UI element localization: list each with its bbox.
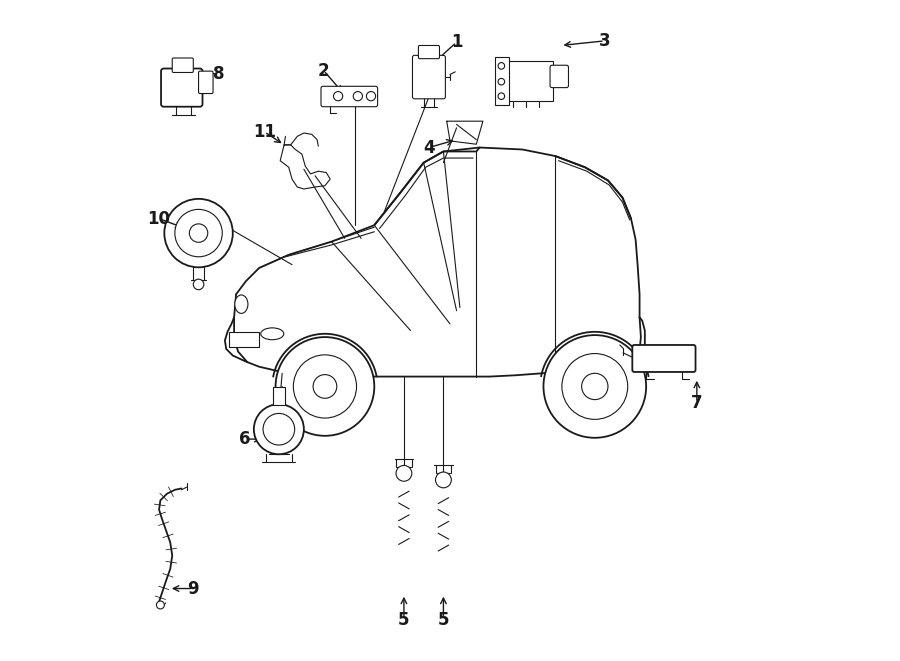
Text: 5: 5 bbox=[398, 611, 410, 629]
Circle shape bbox=[189, 224, 208, 243]
Text: 2: 2 bbox=[318, 61, 329, 79]
Circle shape bbox=[562, 354, 627, 419]
Text: 8: 8 bbox=[212, 65, 224, 83]
FancyBboxPatch shape bbox=[412, 56, 446, 98]
Circle shape bbox=[275, 337, 374, 436]
Circle shape bbox=[366, 92, 375, 100]
Text: 6: 6 bbox=[238, 430, 250, 448]
Ellipse shape bbox=[261, 328, 284, 340]
Circle shape bbox=[313, 375, 337, 399]
Circle shape bbox=[194, 279, 203, 290]
Text: 7: 7 bbox=[691, 394, 703, 412]
FancyBboxPatch shape bbox=[418, 46, 439, 59]
Circle shape bbox=[498, 93, 505, 99]
FancyBboxPatch shape bbox=[172, 58, 194, 73]
Text: 10: 10 bbox=[148, 210, 171, 227]
Circle shape bbox=[498, 79, 505, 85]
Circle shape bbox=[334, 92, 343, 100]
FancyBboxPatch shape bbox=[273, 387, 284, 405]
FancyBboxPatch shape bbox=[633, 345, 696, 372]
Circle shape bbox=[498, 63, 505, 69]
FancyBboxPatch shape bbox=[495, 58, 509, 104]
Circle shape bbox=[581, 373, 608, 400]
Circle shape bbox=[254, 405, 304, 454]
Circle shape bbox=[396, 465, 412, 481]
Circle shape bbox=[157, 601, 165, 609]
Text: 1: 1 bbox=[451, 33, 463, 51]
Circle shape bbox=[263, 413, 294, 445]
Text: 5: 5 bbox=[437, 611, 449, 629]
FancyBboxPatch shape bbox=[199, 71, 213, 94]
FancyBboxPatch shape bbox=[161, 69, 202, 106]
Text: 9: 9 bbox=[187, 580, 199, 598]
Circle shape bbox=[436, 472, 451, 488]
FancyBboxPatch shape bbox=[230, 332, 259, 347]
Circle shape bbox=[353, 92, 363, 100]
Circle shape bbox=[175, 210, 222, 256]
Text: 11: 11 bbox=[253, 123, 276, 141]
Circle shape bbox=[544, 335, 646, 438]
Circle shape bbox=[293, 355, 356, 418]
FancyBboxPatch shape bbox=[550, 65, 569, 88]
FancyBboxPatch shape bbox=[321, 87, 378, 106]
Circle shape bbox=[165, 199, 233, 267]
Text: 3: 3 bbox=[598, 32, 610, 50]
FancyBboxPatch shape bbox=[501, 61, 554, 101]
Ellipse shape bbox=[235, 295, 248, 313]
Text: 4: 4 bbox=[423, 139, 435, 157]
